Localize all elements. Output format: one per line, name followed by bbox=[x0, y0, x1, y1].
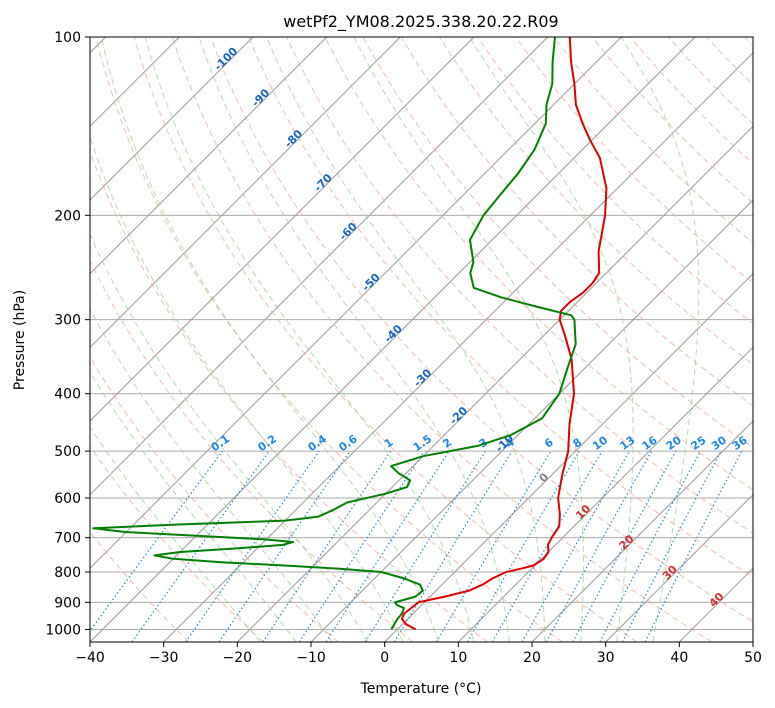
mixing-ratio-line bbox=[262, 450, 392, 642]
moist-adiabat-line bbox=[144, 37, 475, 642]
moist-adiabat-line bbox=[620, 37, 700, 642]
isotherm-line bbox=[457, 346, 753, 642]
isotherm-line bbox=[90, 37, 696, 642]
isotherm-line bbox=[90, 37, 254, 201]
x-tick-label: 10 bbox=[449, 650, 467, 666]
dry-adiabat-line bbox=[477, 37, 753, 325]
x-tick-label: −20 bbox=[223, 650, 253, 666]
x-tick-label: 50 bbox=[744, 650, 762, 666]
mixing-ratio-line bbox=[393, 450, 513, 642]
moist-adiabat-line bbox=[90, 135, 404, 642]
dry-adiabat-line bbox=[171, 37, 712, 642]
isotherm-line bbox=[90, 37, 622, 570]
moist-adiabat-line bbox=[90, 232, 369, 642]
isotherm-line bbox=[163, 51, 753, 642]
y-tick-label: 800 bbox=[54, 565, 81, 581]
y-tick-label: 100 bbox=[54, 30, 81, 46]
mixing-ratio-line bbox=[131, 450, 270, 642]
mixing-ratio-line bbox=[90, 450, 223, 632]
isotherm-line bbox=[236, 125, 753, 642]
plot-frame bbox=[89, 36, 754, 643]
moist-adiabat-line bbox=[90, 426, 261, 642]
moist-adiabat-line bbox=[90, 308, 333, 642]
x-tick-label: 20 bbox=[523, 650, 541, 666]
y-axis-title: Pressure (hPa) bbox=[12, 290, 28, 390]
mixing-ratio-line bbox=[298, 450, 425, 642]
moist-adiabat-line bbox=[90, 370, 297, 642]
dry-adiabat-line bbox=[90, 445, 264, 642]
dry-adiabat-line bbox=[95, 37, 563, 642]
mixing-ratio-line bbox=[185, 450, 320, 642]
y-tick-label: 600 bbox=[54, 491, 81, 507]
dry-adiabat-line bbox=[248, 37, 753, 578]
mixing-ratio-line bbox=[325, 450, 450, 642]
x-tick-label: 0 bbox=[380, 650, 389, 666]
isotherm-line bbox=[605, 493, 753, 642]
y-tick-label: 500 bbox=[54, 444, 81, 460]
y-tick-label: 300 bbox=[54, 313, 81, 329]
dry-adiabat-line bbox=[324, 37, 753, 491]
moist-adiabat-line bbox=[266, 37, 546, 642]
dewpoint-line bbox=[92, 37, 577, 630]
moist-adiabat-line bbox=[100, 37, 439, 642]
y-tick-label: 400 bbox=[54, 387, 81, 403]
isotherm-line bbox=[90, 37, 549, 496]
isotherm-line bbox=[90, 37, 328, 275]
dry-adiabat-line bbox=[629, 37, 753, 165]
y-tick-label: 1000 bbox=[45, 622, 81, 638]
temperature-line bbox=[400, 37, 608, 631]
x-tick-label: −10 bbox=[296, 650, 326, 666]
x-tick-label: 40 bbox=[670, 650, 688, 666]
isotherm-line bbox=[384, 272, 753, 642]
y-tick-label: 900 bbox=[54, 595, 81, 611]
dry-adiabat-line bbox=[133, 37, 638, 642]
y-tick-label: 200 bbox=[54, 208, 81, 224]
isotherm-line bbox=[90, 37, 475, 422]
mixing-ratio-line bbox=[545, 450, 653, 642]
dry-adiabat-line bbox=[362, 37, 753, 449]
mixing-ratio-line bbox=[572, 450, 677, 642]
mixing-ratio-line bbox=[521, 450, 631, 642]
dry-adiabat-line bbox=[90, 259, 414, 642]
dry-adiabat-line bbox=[400, 37, 753, 407]
background-lines bbox=[90, 37, 753, 642]
y-tick-label: 700 bbox=[54, 531, 81, 547]
axes: −40 −30 −20 −10 0 10 20 30 40 50 100 200 300 400 500 60… bbox=[45, 30, 762, 666]
isotherm-line bbox=[531, 420, 753, 642]
x-tick-label: 30 bbox=[597, 650, 615, 666]
x-axis-title: Temperature (°C) bbox=[360, 681, 482, 697]
dry-adiabat-line bbox=[591, 37, 753, 204]
moist-adiabat-line bbox=[353, 37, 584, 642]
dry-adiabat-line bbox=[210, 37, 753, 623]
sounding-traces bbox=[92, 37, 608, 631]
mixing-ratio-line bbox=[644, 450, 743, 642]
x-tick-label: −40 bbox=[75, 650, 105, 666]
moist-adiabat-line bbox=[198, 37, 510, 642]
isotherm-line bbox=[90, 37, 401, 349]
mixing-ratio-line bbox=[218, 450, 351, 642]
x-tick-label: −30 bbox=[149, 650, 179, 666]
chart-title: wetPf2_YM08.2025.338.20.22.R09 bbox=[283, 12, 558, 32]
dry-adiabat-line bbox=[515, 37, 753, 284]
